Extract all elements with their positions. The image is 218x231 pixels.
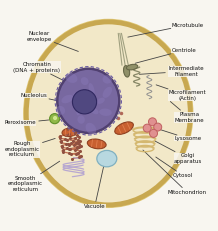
Ellipse shape [86,123,96,134]
Ellipse shape [76,103,82,116]
Text: Plasma
Membrane: Plasma Membrane [170,102,204,123]
Ellipse shape [89,83,95,95]
Text: Nuclear
envelope: Nuclear envelope [26,31,78,52]
Ellipse shape [53,116,57,120]
Text: Vacuole: Vacuole [84,162,106,210]
Ellipse shape [77,115,85,124]
Text: Rough
endoplasmic
reticulum: Rough endoplasmic reticulum [5,138,55,158]
Ellipse shape [148,118,157,126]
Ellipse shape [115,122,133,134]
Ellipse shape [126,64,138,70]
Ellipse shape [50,114,60,124]
Ellipse shape [73,92,82,97]
Ellipse shape [61,95,73,103]
Text: Cytosol: Cytosol [156,157,193,178]
Ellipse shape [91,108,99,114]
Text: Chromatin
(DNA + proteins): Chromatin (DNA + proteins) [13,62,64,81]
Text: Smooth
endoplasmic
reticulum: Smooth endoplasmic reticulum [8,161,60,192]
Ellipse shape [97,98,105,104]
Ellipse shape [99,109,112,116]
Ellipse shape [143,124,151,132]
Text: Lysosome: Lysosome [158,129,202,141]
Ellipse shape [124,66,130,77]
Ellipse shape [154,123,162,131]
Text: Nucleolus: Nucleolus [20,93,65,102]
Ellipse shape [103,87,112,98]
Ellipse shape [150,129,158,137]
Text: Microfilament
(Actin): Microfilament (Actin) [156,85,206,101]
Text: Intermediate
Filament: Intermediate Filament [140,66,204,77]
Ellipse shape [87,139,106,149]
Text: Centriole: Centriole [135,48,196,63]
Text: Peroxisome: Peroxisome [4,120,49,125]
Ellipse shape [81,77,89,85]
Ellipse shape [57,69,119,133]
Ellipse shape [97,150,117,167]
Ellipse shape [72,90,97,114]
Ellipse shape [62,128,77,137]
Ellipse shape [56,106,65,115]
Ellipse shape [65,73,77,83]
Text: Microtubule: Microtubule [128,23,203,37]
Ellipse shape [102,75,112,84]
Text: Mitochondrion: Mitochondrion [143,150,207,195]
Ellipse shape [26,22,190,205]
Text: Golgi
apparatus: Golgi apparatus [155,141,202,164]
